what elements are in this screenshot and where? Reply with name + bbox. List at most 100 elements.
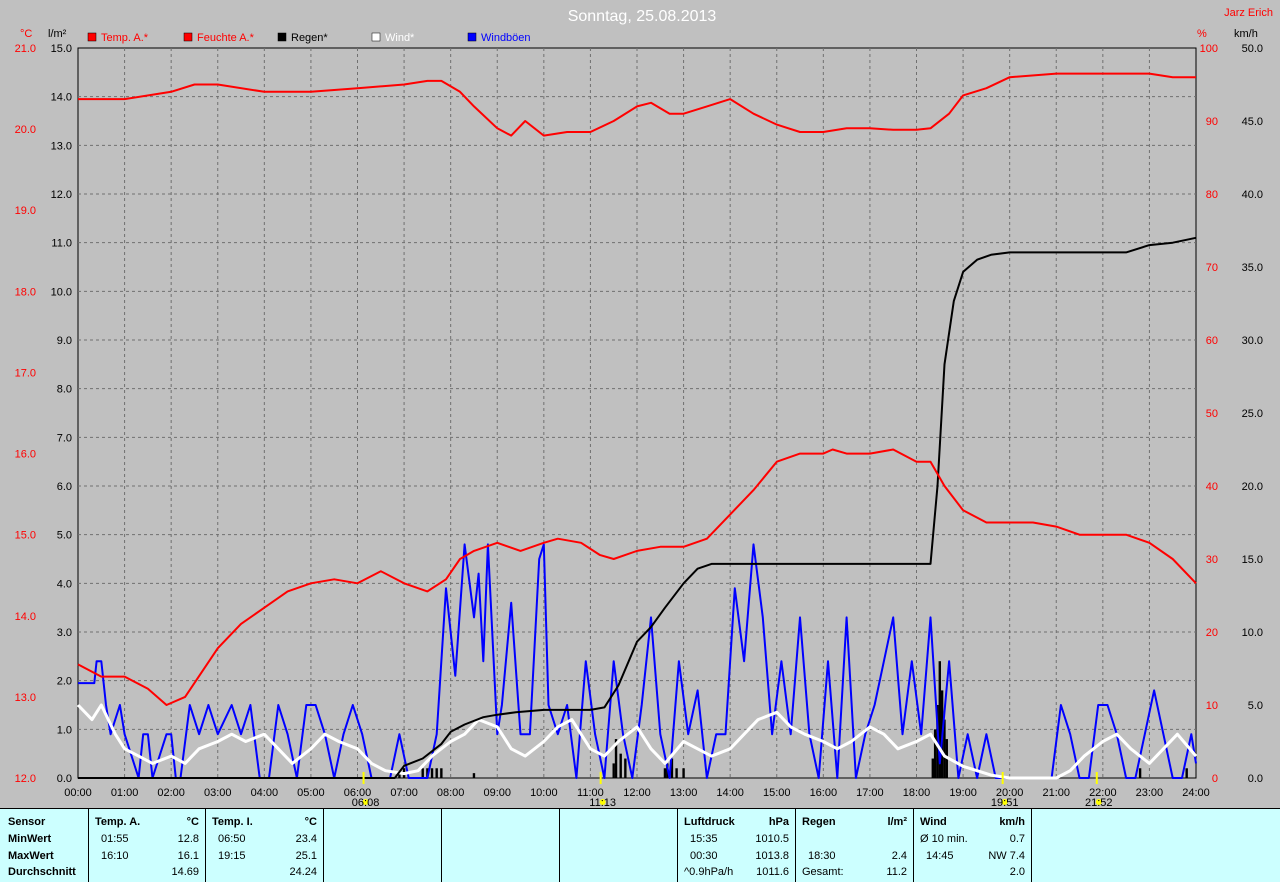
wind-tick-label: 35.0 <box>1242 262 1263 274</box>
wind-max-value: NW 7.4 <box>988 850 1025 862</box>
legend-label: Temp. A.* <box>101 32 149 44</box>
x-tick-label: 05:00 <box>297 787 325 799</box>
avg-row-label: Durchschnitt <box>8 866 76 878</box>
humidity-tick-label: 20 <box>1206 627 1218 639</box>
humidity-tick-label: 50 <box>1206 408 1218 420</box>
wind-tick-label: 45.0 <box>1242 116 1263 128</box>
x-tick-label: 07:00 <box>390 787 418 799</box>
x-tick-label: 02:00 <box>157 787 185 799</box>
stats-col-empty-1 <box>324 809 442 882</box>
temp-tick-label: 19.0 <box>15 205 36 217</box>
temp-i-avg-value: 24.24 <box>289 866 317 878</box>
wind-max-time: 14:45 <box>926 850 954 862</box>
temp-unit-label: °C <box>20 28 32 40</box>
legend-label: Wind* <box>385 32 415 44</box>
legend-label: Windböen <box>481 32 531 44</box>
temp-a-max-value: 16.1 <box>177 850 199 862</box>
rain-tick-label: 4.0 <box>57 578 72 590</box>
stats-col-sensor: Sensor MinWert MaxWert Durchschnitt <box>0 809 89 882</box>
temp-tick-label: 16.0 <box>15 449 36 461</box>
rain-max-time: 18:30 <box>808 850 836 862</box>
sun-moon-markers: 06:08 11:13 19:51 21:52 <box>352 772 1113 808</box>
temp-tick-label: 14.0 <box>15 611 36 623</box>
wind-tick-label: 50.0 <box>1242 43 1263 55</box>
rain-total-value: 11.2 <box>886 866 907 878</box>
rain-tick-label: 1.0 <box>57 724 72 736</box>
rain-tick-label: 15.0 <box>51 43 72 55</box>
wind-tick-label: 10.0 <box>1242 627 1263 639</box>
rain-tick-label: 10.0 <box>51 286 72 298</box>
series-line-regen <box>78 236 1197 779</box>
wind-tick-label: 15.0 <box>1242 554 1263 566</box>
humidity-tick-label: 90 <box>1206 116 1218 128</box>
rain-max-value: 2.4 <box>891 850 907 862</box>
wind-tick-label: 0.0 <box>1248 773 1263 785</box>
x-tick-label: 06:00 <box>344 787 372 799</box>
rain-tick-label: 6.0 <box>57 481 72 493</box>
sunrise-icon <box>362 799 369 805</box>
humidity-tick-label: 10 <box>1206 700 1218 712</box>
temp-a-min-time: 01:55 <box>101 833 129 845</box>
x-tick-label: 13:00 <box>670 787 698 799</box>
x-tick-label: 09:00 <box>483 787 511 799</box>
sunset-label: 19:51 <box>991 797 1019 808</box>
rain-tick-label: 7.0 <box>57 432 72 444</box>
rain-bar <box>943 719 946 778</box>
wind-tick-label: 40.0 <box>1242 189 1263 201</box>
rain-tick-label: 5.0 <box>57 530 72 542</box>
rain-bar <box>670 758 674 778</box>
stats-col-pressure: Luftdruck hPa 15:35 1010.5 00:30 1013.8 … <box>678 809 796 882</box>
legend-swatch <box>371 32 381 42</box>
rain-bar <box>430 768 434 778</box>
wind-daily-avg-value: 2.0 <box>1009 866 1025 878</box>
rain-bar <box>426 768 429 778</box>
rain-bar <box>931 758 935 778</box>
rain-tick-label: 9.0 <box>57 335 72 347</box>
x-tick-label: 22:00 <box>1089 787 1117 799</box>
axis-ticks: 12.0 13.0 14.0 15.0 16.0 17.0 18.0 19.0 20.0 21.0… <box>15 43 1263 785</box>
rain-bar <box>682 768 685 778</box>
sunrise-label: 06:08 <box>352 797 380 808</box>
temp-tick-label: 18.0 <box>15 286 36 298</box>
temp-a-unit: °C <box>186 816 199 828</box>
chart-title: Sonntag, 25.08.2013 <box>568 8 717 25</box>
humidity-tick-label: 30 <box>1206 554 1218 566</box>
pressure-unit: hPa <box>768 816 789 828</box>
temp-tick-label: 12.0 <box>15 773 36 785</box>
rain-bar <box>1185 768 1188 778</box>
rain-bar <box>612 763 615 778</box>
stats-col-wind: Wind km/h Ø 10 min. 0.7 14:45 NW 7.4 2.0 <box>914 809 1032 882</box>
rain-tick-label: 0.0 <box>57 773 72 785</box>
rain-bar <box>675 768 678 778</box>
sunset-icon <box>1001 799 1008 805</box>
wind-tick-label: 5.0 <box>1248 700 1263 712</box>
wind-tick-label: 20.0 <box>1242 481 1263 493</box>
stats-col-rain: Regen l/m² 18:30 2.4 Gesamt: 11.2 <box>796 809 914 882</box>
rain-tick-label: 14.0 <box>51 92 72 104</box>
pressure-max-value: 1013.8 <box>755 850 789 862</box>
x-tick-label: 15:00 <box>763 787 791 799</box>
moonset-icon <box>1095 799 1102 805</box>
temp-tick-label: 15.0 <box>15 530 36 542</box>
x-tick-label: 01:00 <box>111 787 139 799</box>
temp-a-avg-value: 14.69 <box>171 866 199 878</box>
rain-unit-label: l/m² <box>48 28 67 40</box>
humidity-unit-label: % <box>1197 28 1207 40</box>
min-row-label: MinWert <box>8 833 52 845</box>
stats-col-empty-2 <box>442 809 560 882</box>
humidity-tick-label: 100 <box>1200 43 1218 55</box>
temp-tick-label: 13.0 <box>15 692 36 704</box>
rain-bar <box>398 773 401 778</box>
rain-bar <box>440 768 443 778</box>
humidity-tick-label: 0 <box>1212 773 1218 785</box>
temp-i-header: Temp. I. <box>212 816 253 828</box>
rain-bar <box>1138 768 1142 778</box>
rain-bar <box>614 739 618 778</box>
chart-legend: Temp. A.* Feuchte A.* Regen* Wind* Windböen <box>87 32 531 44</box>
rain-tick-label: 13.0 <box>51 140 72 152</box>
stats-panel: Sensor MinWert MaxWert Durchschnitt Temp… <box>0 808 1280 882</box>
author-label: Jarz Erich <box>1224 7 1273 19</box>
wind-avg-value: 0.7 <box>1009 833 1025 845</box>
rain-header: Regen <box>802 816 836 828</box>
pressure-trend: ^0.9hPa/h <box>684 866 734 878</box>
